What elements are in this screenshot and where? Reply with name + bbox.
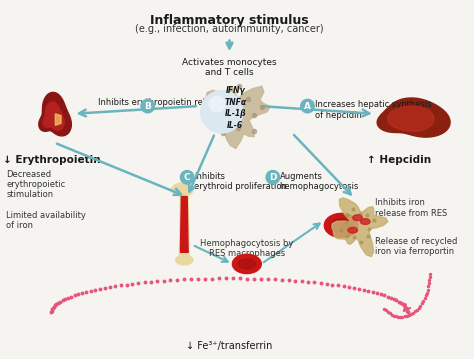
Text: ↑ Hepcidin: ↑ Hepcidin — [367, 155, 431, 165]
Polygon shape — [55, 114, 61, 125]
Circle shape — [141, 99, 155, 113]
Polygon shape — [181, 196, 188, 252]
Circle shape — [266, 171, 280, 184]
Text: (e.g., infection, autoimmunity, cancer): (e.g., infection, autoimmunity, cancer) — [135, 24, 324, 34]
Text: Augments
hemophagocytosis: Augments hemophagocytosis — [280, 172, 359, 191]
Text: Decreased
erythropoietic
stimulation: Decreased erythropoietic stimulation — [6, 169, 65, 199]
Ellipse shape — [330, 219, 352, 232]
Text: Increases hepatic synthesis
of hepcidin: Increases hepatic synthesis of hepcidin — [315, 100, 432, 120]
Circle shape — [181, 171, 194, 184]
Ellipse shape — [175, 255, 193, 265]
Text: Inhibits erythropoietin release: Inhibits erythropoietin release — [98, 98, 225, 107]
Circle shape — [301, 99, 314, 113]
Ellipse shape — [353, 215, 362, 221]
Polygon shape — [377, 98, 450, 137]
Text: Inflammatory stimulus: Inflammatory stimulus — [150, 14, 309, 27]
Text: D: D — [269, 173, 277, 182]
Polygon shape — [39, 92, 72, 136]
Circle shape — [201, 91, 243, 133]
Ellipse shape — [238, 259, 255, 269]
Polygon shape — [206, 86, 270, 148]
Text: Inhibits
erythroid proliferation: Inhibits erythroid proliferation — [194, 172, 287, 191]
Text: A: A — [304, 102, 311, 111]
Text: IFNγ
TNFα
IL-1β
IL-6: IFNγ TNFα IL-1β IL-6 — [224, 86, 246, 130]
Polygon shape — [43, 102, 64, 130]
Text: Hemophagocytosis by
RES macrophages: Hemophagocytosis by RES macrophages — [200, 239, 293, 258]
Text: C: C — [184, 173, 191, 182]
Text: Limited availability
of iron: Limited availability of iron — [6, 211, 86, 230]
Circle shape — [210, 97, 225, 112]
Polygon shape — [332, 198, 388, 257]
Text: Release of recycled
iron via ferroportin: Release of recycled iron via ferroportin — [375, 237, 457, 256]
Ellipse shape — [348, 227, 357, 233]
Polygon shape — [180, 195, 189, 256]
Text: ↓ Fe³⁺/transferrin: ↓ Fe³⁺/transferrin — [186, 341, 273, 351]
Text: Activates monocytes
and T cells: Activates monocytes and T cells — [182, 58, 277, 77]
Text: Inhibits iron
release from RES: Inhibits iron release from RES — [375, 199, 447, 218]
Ellipse shape — [232, 254, 261, 274]
Ellipse shape — [324, 213, 358, 237]
Ellipse shape — [360, 219, 370, 224]
Polygon shape — [387, 106, 434, 131]
Ellipse shape — [172, 183, 193, 196]
Text: ↓ Erythropoietin: ↓ Erythropoietin — [3, 155, 101, 165]
Text: B: B — [144, 102, 151, 111]
